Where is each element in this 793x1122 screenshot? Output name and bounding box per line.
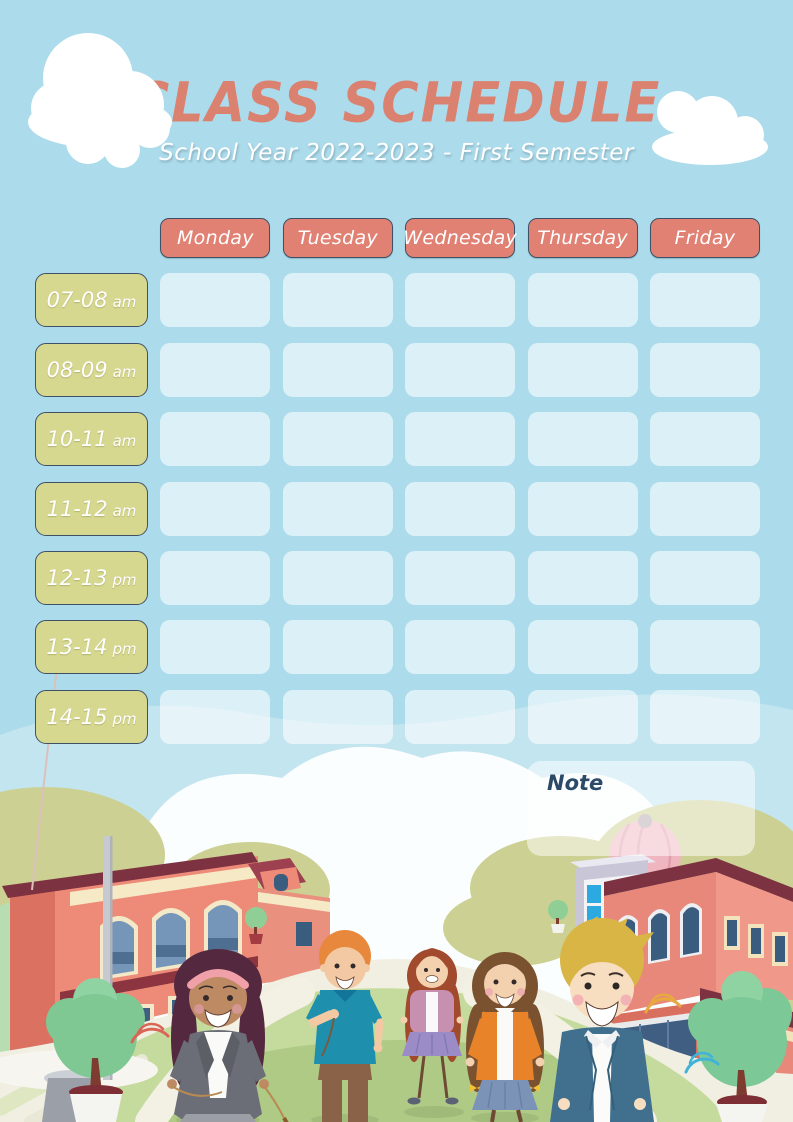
time-period: pm (112, 570, 137, 589)
time-range: 14-15 (46, 704, 108, 729)
time-slot-07-08-am: 07-08 am (35, 273, 148, 328)
schedule-cell-thursday-12-13[interactable] (527, 550, 638, 605)
cloud-decorations-top (28, 33, 768, 168)
schedule-cell-thursday-07-08[interactable] (527, 273, 638, 328)
day-header-wednesday: Wednesday (403, 218, 517, 258)
schedule-cell-friday-14-15[interactable] (649, 689, 760, 744)
page-title: CLASS SCHEDULE (131, 71, 662, 136)
arc-decorations (130, 993, 720, 1074)
left-building-gable (248, 858, 306, 894)
student-boy-teal-polo (306, 930, 384, 1122)
schedule-cell-thursday-10-11[interactable] (527, 412, 638, 467)
schedule-cell-monday-12-13[interactable] (160, 550, 271, 605)
student-girl-purple-skirt (400, 948, 464, 1118)
time-period: pm (112, 709, 137, 728)
flag-rope (31, 640, 61, 891)
schedule-cell-wednesday-13-14[interactable] (405, 620, 516, 675)
time-slot-08-09-am: 08-09 am (35, 342, 148, 397)
schedule-cell-wednesday-12-13[interactable] (405, 550, 516, 605)
schedule-cell-tuesday-12-13[interactable] (282, 550, 393, 605)
schedule-cell-tuesday-08-09[interactable] (282, 342, 393, 397)
cloud-left-icon (28, 33, 172, 168)
cloud-right-icon (652, 91, 768, 165)
schedule-cell-monday-14-15[interactable] (160, 689, 271, 744)
day-header-thursday: Thursday (527, 218, 638, 258)
right-building-side-windows (724, 916, 788, 966)
potted-tree-left (46, 978, 145, 1122)
schedule-cell-thursday-13-14[interactable] (527, 620, 638, 675)
small-tree-left (245, 907, 267, 944)
schedule-cell-thursday-08-09[interactable] (527, 342, 638, 397)
potted-tree-right (688, 971, 792, 1122)
time-period: am (112, 293, 137, 312)
time-period: pm (112, 640, 137, 659)
time-slot-13-14-pm: 13-14 pm (35, 620, 148, 675)
page-subtitle: School Year 2022-2023 - First Semester (159, 140, 634, 166)
schedule-cell-monday-08-09[interactable] (160, 342, 271, 397)
schedule-cell-friday-10-11[interactable] (649, 412, 760, 467)
student-girl-gray-blazer (167, 949, 289, 1122)
schedule-cell-tuesday-10-11[interactable] (282, 412, 393, 467)
schedule-cell-monday-11-12[interactable] (160, 481, 271, 536)
students (167, 916, 654, 1122)
schedule-cell-wednesday-10-11[interactable] (405, 412, 516, 467)
time-range: 08-09 (46, 357, 108, 382)
schedule-cell-tuesday-14-15[interactable] (282, 689, 393, 744)
time-range: 13-14 (46, 635, 108, 660)
note-box[interactable]: Note (527, 761, 755, 856)
day-header-monday: Monday (160, 218, 271, 258)
time-slot-12-13-pm: 12-13 pm (35, 550, 148, 605)
time-period: am (112, 362, 137, 381)
schedule-cell-friday-08-09[interactable] (649, 342, 760, 397)
schedule-cell-friday-13-14[interactable] (649, 620, 760, 675)
schedule-cell-tuesday-13-14[interactable] (282, 620, 393, 675)
time-range: 10-11 (46, 427, 108, 452)
time-range: 11-12 (46, 496, 108, 521)
schedule-cell-friday-07-08[interactable] (649, 273, 760, 328)
schedule-cell-wednesday-11-12[interactable] (405, 481, 516, 536)
note-label: Note (547, 771, 604, 795)
schedule-cell-friday-11-12[interactable] (649, 481, 760, 536)
time-period: am (112, 432, 137, 451)
time-slot-10-11-am: 10-11 am (35, 412, 148, 467)
small-tree-right (548, 900, 568, 933)
schedule-cell-friday-12-13[interactable] (649, 550, 760, 605)
grid-corner-spacer (35, 218, 148, 258)
student-boy-blond (550, 916, 654, 1122)
schedule-cell-thursday-11-12[interactable] (527, 481, 638, 536)
left-building-wing (258, 888, 330, 984)
schedule-grid: Monday Tuesday Wednesday Thursday Friday 07-0… (35, 218, 760, 744)
time-range: 07-08 (46, 288, 108, 313)
day-header-tuesday: Tuesday (282, 218, 393, 258)
time-slot-11-12-am: 11-12 am (35, 481, 148, 536)
time-slot-14-15-pm: 14-15 pm (35, 689, 148, 744)
schedule-cell-wednesday-07-08[interactable] (405, 273, 516, 328)
schedule-cell-tuesday-11-12[interactable] (282, 481, 393, 536)
schedule-cell-monday-10-11[interactable] (160, 412, 271, 467)
schedule-cell-wednesday-14-15[interactable] (405, 689, 516, 744)
schedule-cell-tuesday-07-08[interactable] (282, 273, 393, 328)
schedule-cell-monday-07-08[interactable] (160, 273, 271, 328)
day-header-friday: Friday (649, 218, 760, 258)
schedule-cell-monday-13-14[interactable] (160, 620, 271, 675)
schedule-cell-wednesday-08-09[interactable] (405, 342, 516, 397)
schedule-cell-thursday-14-15[interactable] (527, 689, 638, 744)
student-girl-orange-cardigan (465, 952, 545, 1122)
time-period: am (112, 501, 137, 520)
time-range: 12-13 (46, 565, 108, 590)
